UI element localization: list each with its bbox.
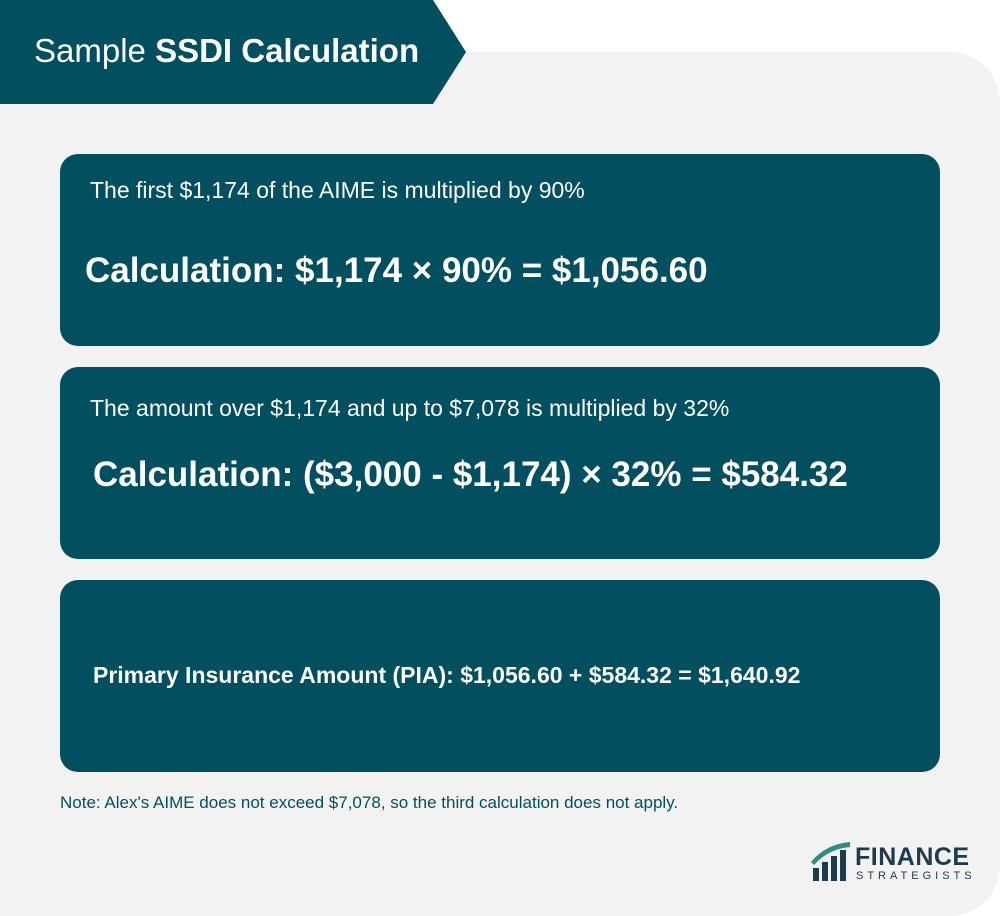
calculation-card-second-tier: The amount over $1,174 and up to $7,078 … xyxy=(60,367,940,559)
page-title-bold: SSDI Calculation xyxy=(155,32,420,69)
finance-strategists-logo-icon xyxy=(811,842,850,881)
finance-strategists-logo: FINANCE STRATEGISTS xyxy=(810,840,972,886)
card-calculation: Calculation: ($3,000 - $1,174) × 32% = $… xyxy=(93,455,848,494)
card-calculation: Calculation: $1,174 × 90% = $1,056.60 xyxy=(85,251,708,290)
page-title: Sample SSDI Calculation xyxy=(34,29,419,73)
card-description: The amount over $1,174 and up to $7,078 … xyxy=(90,395,730,421)
pia-result: Primary Insurance Amount (PIA): $1,056.6… xyxy=(93,662,801,688)
card-description: The first $1,174 of the AIME is multipli… xyxy=(90,177,585,203)
footnote: Note: Alex's AIME does not exceed $7,078… xyxy=(60,793,679,812)
calculation-card-first-tier: The first $1,174 of the AIME is multipli… xyxy=(60,154,940,346)
logo-subtitle: STRATEGISTS xyxy=(856,870,976,882)
page-title-light: Sample xyxy=(34,32,146,69)
title-banner-shape xyxy=(0,0,466,104)
title-banner: Sample SSDI Calculation xyxy=(0,0,466,104)
logo-name: FINANCE xyxy=(855,843,970,871)
pia-result-card: Primary Insurance Amount (PIA): $1,056.6… xyxy=(60,580,940,772)
